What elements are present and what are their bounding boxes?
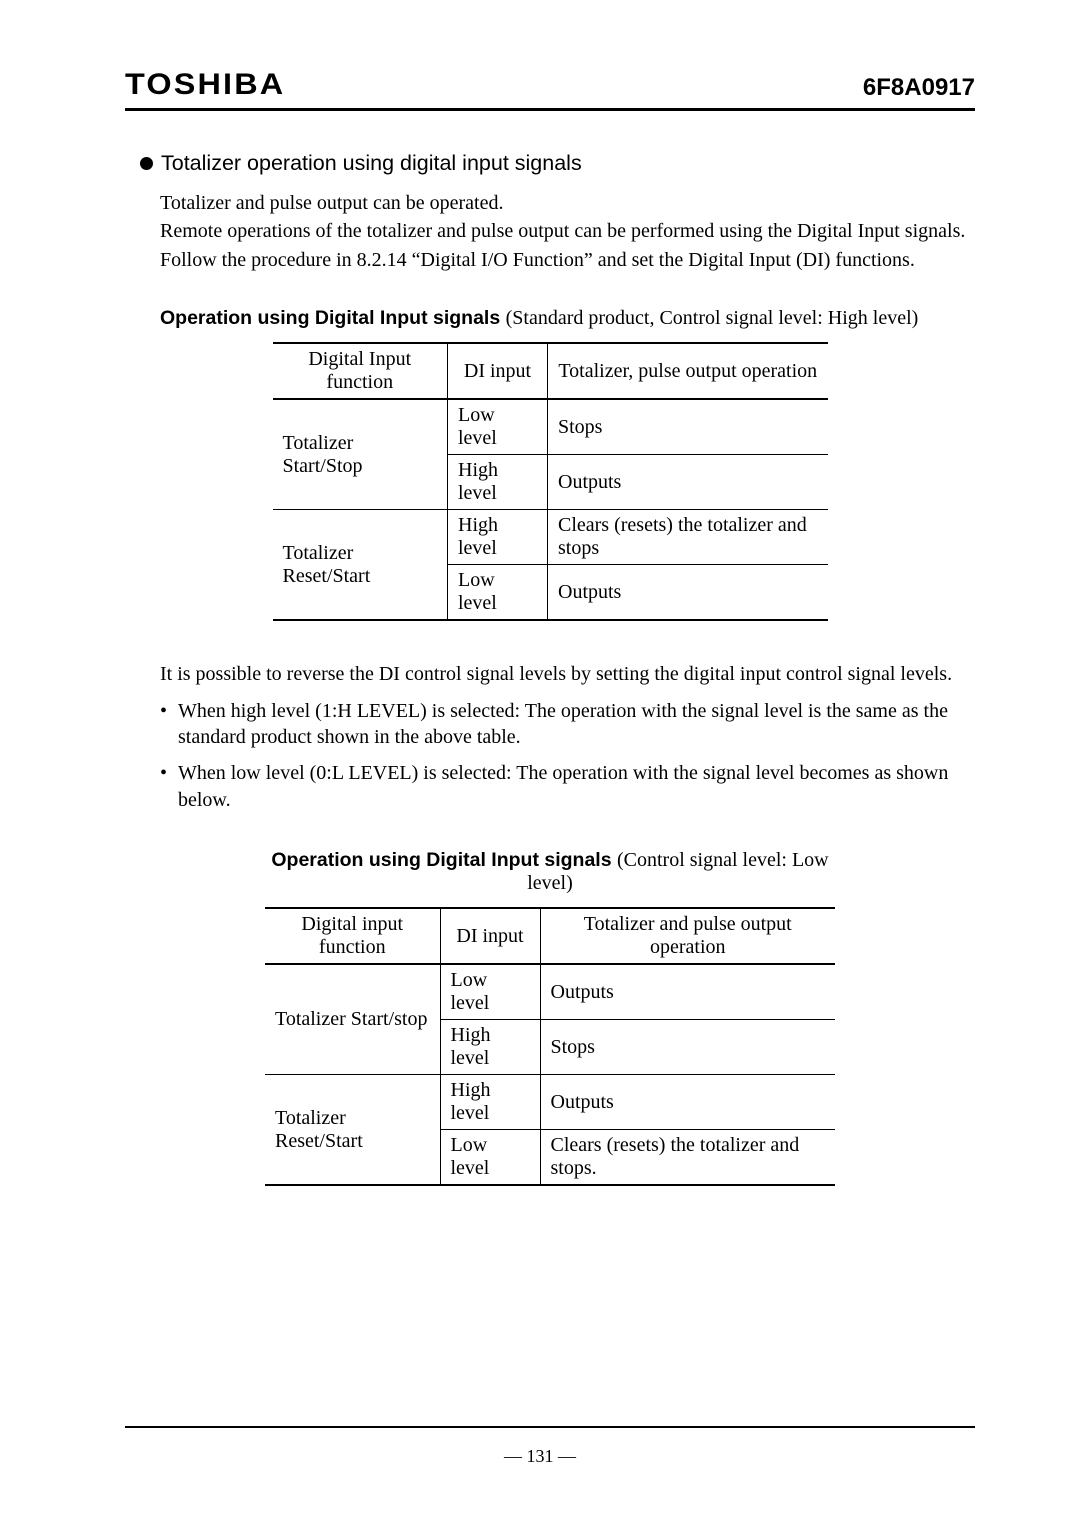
- table1-caption: Operation using Digital Input signals (S…: [160, 307, 975, 330]
- table-header-row: Digital input function DI input Totalize…: [265, 908, 835, 964]
- operation-table-low: Digital input function DI input Totalize…: [265, 907, 835, 1186]
- intro-line-1: Totalizer and pulse output can be operat…: [160, 190, 975, 216]
- table-row: Totalizer Start/stop Low level Outputs: [265, 964, 835, 1020]
- t2r1c1: High level: [440, 1020, 540, 1075]
- t1r2c2: Clears (resets) the totalizer and stops: [548, 510, 828, 565]
- page-footer: — 131 —: [0, 1426, 1080, 1467]
- footer-rule: [125, 1426, 975, 1428]
- table2-h0: Digital input function: [265, 908, 440, 964]
- table2-h1: DI input: [440, 908, 540, 964]
- header-rule: [125, 108, 975, 111]
- table2-h2: Totalizer and pulse output operation: [540, 908, 835, 964]
- operation-table-high: Digital Input function DI input Totalize…: [273, 342, 828, 621]
- table1-caption-bold: Operation using Digital Input signals: [160, 307, 506, 329]
- table-row: Totalizer Reset/Start High level Clears …: [273, 510, 828, 565]
- list-item: When high level (1:H LEVEL) is selected:…: [160, 698, 975, 751]
- t1r1c1: High level: [448, 455, 548, 510]
- page-header: TOSHIBA 6F8A0917: [125, 68, 975, 108]
- table1-h0: Digital Input function: [273, 343, 448, 399]
- t2r0c0: Totalizer Start/stop: [265, 964, 440, 1075]
- table-header-row: Digital Input function DI input Totalize…: [273, 343, 828, 399]
- intro-line-3: Follow the procedure in 8.2.14 “Digital …: [160, 247, 975, 273]
- t1r3c2: Outputs: [548, 565, 828, 621]
- t1r2c0: Totalizer Reset/Start: [273, 510, 448, 621]
- t2r2c2: Outputs: [540, 1075, 835, 1130]
- list-item: When low level (0:L LEVEL) is selected: …: [160, 760, 975, 813]
- section-title: Totalizer operation using digital input …: [161, 151, 582, 176]
- page-number: — 131 —: [0, 1446, 1080, 1467]
- t1r2c1: High level: [448, 510, 548, 565]
- t1r0c0: Totalizer Start/Stop: [273, 399, 448, 510]
- table1-h1: DI input: [448, 343, 548, 399]
- section-heading: Totalizer operation using digital input …: [140, 151, 975, 176]
- bullet-list: When high level (1:H LEVEL) is selected:…: [160, 698, 975, 824]
- intro-line-2: Remote operations of the totalizer and p…: [160, 218, 975, 244]
- table2-caption: Operation using Digital Input signals (C…: [270, 849, 830, 895]
- t1r0c2: Stops: [548, 399, 828, 455]
- table-row: Totalizer Start/Stop Low level Stops: [273, 399, 828, 455]
- t2r3c2: Clears (resets) the totalizer and stops.: [540, 1130, 835, 1186]
- table1-caption-rest: (Standard product, Control signal level:…: [506, 307, 919, 329]
- table2-caption-bold: Operation using Digital Input signals: [271, 849, 617, 871]
- t2r1c2: Stops: [540, 1020, 835, 1075]
- t1r0c1: Low level: [448, 399, 548, 455]
- t2r2c1: High level: [440, 1075, 540, 1130]
- t1r3c1: Low level: [448, 565, 548, 621]
- table-row: Totalizer Reset/Start High level Outputs: [265, 1075, 835, 1130]
- mid-paragraph: It is possible to reverse the DI control…: [160, 661, 975, 687]
- document-number: 6F8A0917: [863, 74, 975, 102]
- t2r3c1: Low level: [440, 1130, 540, 1186]
- t2r0c2: Outputs: [540, 964, 835, 1020]
- t2r2c0: Totalizer Reset/Start: [265, 1075, 440, 1186]
- intro-paragraph: Totalizer and pulse output can be operat…: [160, 190, 975, 275]
- t1r1c2: Outputs: [548, 455, 828, 510]
- t2r0c1: Low level: [440, 964, 540, 1020]
- brand-logo: TOSHIBA: [125, 68, 285, 102]
- bullet-icon: [140, 157, 153, 170]
- table1-h2: Totalizer, pulse output operation: [548, 343, 828, 399]
